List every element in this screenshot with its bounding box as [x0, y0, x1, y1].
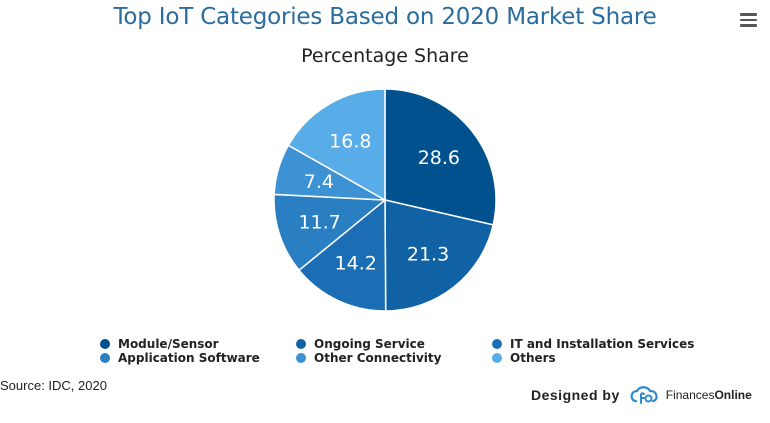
pie-slice-label: 28.6: [418, 147, 460, 169]
designed-by-label: Designed by: [531, 387, 620, 403]
legend-label: Application Software: [118, 351, 260, 365]
designed-by-credit[interactable]: Designed by FinancesOnline: [531, 383, 752, 407]
chart-legend: Module/Sensor Ongoing Service IT and Insta…: [100, 337, 740, 365]
legend-swatch: [100, 353, 110, 363]
legend-label: Others: [510, 351, 556, 365]
pie-slice-module-sensor[interactable]: [384, 88, 497, 226]
legend-swatch: [296, 339, 306, 349]
legend-swatch: [492, 353, 502, 363]
pie-slice-label: 21.3: [407, 244, 449, 266]
source-note: Source: IDC, 2020: [0, 378, 107, 393]
chart-title: Top IoT Categories Based on 2020 Market …: [113, 4, 657, 30]
chart-subtitle: Percentage Share: [301, 45, 469, 67]
pie-slice-it-and-installation-services[interactable]: [297, 198, 387, 312]
legend-swatch: [100, 339, 110, 349]
pie-slice-application-software[interactable]: [273, 193, 387, 272]
legend-label: IT and Installation Services: [510, 337, 695, 351]
legend-label: Other Connectivity: [314, 351, 442, 365]
legend-swatch: [296, 353, 306, 363]
legend-swatch: [492, 339, 502, 349]
legend-label: Module/Sensor: [118, 337, 219, 351]
financesonline-logo-icon: [630, 386, 658, 404]
pie-slice-others[interactable]: [287, 88, 386, 202]
pie-slice-ongoing-service[interactable]: [384, 199, 495, 312]
pie-slice-label: 7.4: [304, 171, 334, 193]
legend-item[interactable]: IT and Installation Services: [492, 337, 712, 351]
legend-item[interactable]: Ongoing Service: [296, 337, 492, 351]
legend-item[interactable]: Application Software: [100, 351, 296, 365]
legend-item[interactable]: Module/Sensor: [100, 337, 296, 351]
pie-slice-label: 14.2: [335, 252, 377, 274]
financesonline-brand: FinancesOnline: [665, 388, 752, 402]
hamburger-menu-icon[interactable]: [740, 13, 757, 27]
legend-label: Ongoing Service: [314, 337, 425, 351]
pie-slice-label: 11.7: [298, 211, 340, 233]
legend-item[interactable]: Other Connectivity: [296, 351, 492, 365]
pie-slice-label: 16.8: [329, 131, 371, 153]
legend-item[interactable]: Others: [492, 351, 712, 365]
